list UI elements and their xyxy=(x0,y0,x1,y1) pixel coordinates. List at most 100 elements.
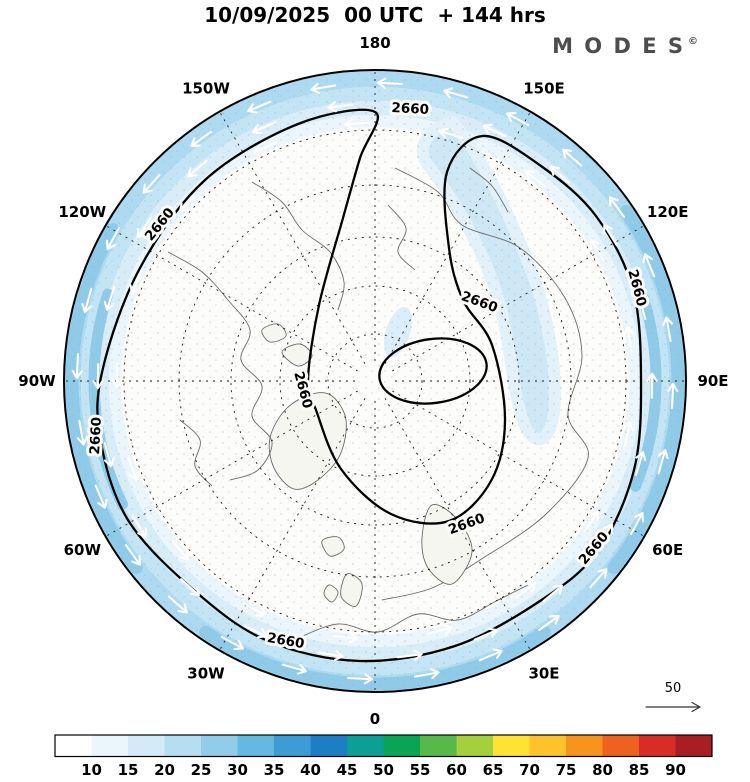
contour-value-label: 2660 xyxy=(87,417,105,455)
wind-arrow-icon xyxy=(635,294,647,321)
wind-arrow-icon xyxy=(344,118,371,130)
wind-arrow-icon xyxy=(376,77,403,89)
coastline xyxy=(323,584,339,603)
wind-arrow-icon xyxy=(327,101,354,113)
wind-arrows xyxy=(71,77,679,685)
colorbar: 10 15 20 25 30 35 40 45 50 55 60 65 70 75 80 85 90 xyxy=(54,734,713,779)
wind-arrow-icon xyxy=(538,614,560,632)
wind-arrow-icon xyxy=(247,100,272,114)
coastline xyxy=(297,584,529,639)
scale-value: 50 xyxy=(665,681,682,696)
wind-arrow-icon xyxy=(443,87,469,99)
colorbar-cells xyxy=(55,735,712,757)
wind-arrow-icon xyxy=(103,441,115,468)
colorbar-cell xyxy=(310,735,347,757)
wind-arrow-icon xyxy=(105,226,121,250)
wind-arrow-texture xyxy=(64,70,686,692)
colorbar-tick-label: 40 xyxy=(300,761,321,779)
wind-arrow-icon xyxy=(92,363,104,390)
wind-arrow-icon xyxy=(597,523,614,546)
wind-arrow-icon xyxy=(562,148,583,167)
colorbar-cell xyxy=(274,735,311,757)
colorbar-tick-label: 35 xyxy=(264,761,285,779)
wind-arrow-icon xyxy=(310,82,337,94)
colorbar-cell xyxy=(55,735,92,757)
modes-logo-text: M O D E S xyxy=(552,34,685,58)
colorbar-tick-label: 70 xyxy=(519,761,540,779)
wind-arrow-icon xyxy=(482,123,507,138)
vector-scale: 50 xyxy=(645,681,701,713)
wind-arrow-icon xyxy=(413,668,440,680)
colorbar-cell xyxy=(237,735,274,757)
modes-logo: M O D E S © xyxy=(552,34,700,58)
wind-arrow-icon xyxy=(542,584,564,603)
wind-arrow-icon xyxy=(167,595,188,614)
graticule xyxy=(64,70,686,692)
wind-arrow-icon xyxy=(132,515,147,538)
colorbar-cell xyxy=(675,735,712,757)
wind-arrow-icon xyxy=(111,362,123,389)
wind-arrow-icon xyxy=(583,510,599,533)
colorbar-border xyxy=(54,734,713,758)
colorbar-tick-label: 65 xyxy=(483,761,504,779)
colorbar-tick-label: 75 xyxy=(556,761,577,779)
coastline xyxy=(268,392,347,490)
latitude-circle xyxy=(230,236,520,526)
colorbar-tick-label: 50 xyxy=(373,761,394,779)
wind-arrow-icon xyxy=(180,578,200,597)
colorbar-tick-labels: 10 15 20 25 30 35 40 45 50 55 60 65 70 75 80 85 90 xyxy=(81,761,686,779)
colorbar-tick-label: 15 xyxy=(118,761,139,779)
wind-arrow-icon xyxy=(662,316,674,343)
longitude-label-150E: 150E xyxy=(523,79,565,97)
colorbar-cell xyxy=(201,735,238,757)
coastline xyxy=(167,251,273,481)
page-title: 10/09/2025 00 UTC + 144 hrs xyxy=(204,3,546,27)
wind-arrow-icon xyxy=(589,568,608,589)
coastline xyxy=(179,419,213,487)
coastline xyxy=(469,167,509,213)
wind-arrow-icon xyxy=(186,159,208,178)
colorbar-cell xyxy=(456,735,493,757)
colorbar-cell xyxy=(639,735,676,757)
polar-map: 180 150E 120E 90E 60E 30E 0 30W 60W 90W 120W 150W 2… xyxy=(18,34,728,728)
colorbar-tick-label: 45 xyxy=(337,761,358,779)
wind-arrow-icon xyxy=(506,111,530,127)
colorbar-tick-label: 30 xyxy=(227,761,248,779)
wind-arrow-icon xyxy=(76,419,88,446)
coastline xyxy=(381,167,589,601)
latitude-circle xyxy=(279,285,471,477)
contour-2660 xyxy=(96,108,643,663)
wind-arrow-icon xyxy=(514,582,537,599)
wind-arrow-icon xyxy=(252,121,277,135)
wind-arrow-icon xyxy=(634,451,647,477)
coastlines xyxy=(167,167,589,639)
colorbar-tick-label: 20 xyxy=(154,761,175,779)
wind-arrow-icon xyxy=(396,649,423,661)
longitude-label-30W: 30W xyxy=(187,665,225,683)
contour-line-closed-cell xyxy=(378,337,488,405)
longitude-label-150W: 150W xyxy=(182,79,230,97)
wind-arrow-icon xyxy=(71,353,83,380)
colorbar-cell xyxy=(128,735,165,757)
contour-value-label: 2660 xyxy=(391,100,429,118)
coastline xyxy=(321,536,345,557)
longitude-label-30E: 30E xyxy=(528,665,559,683)
colorbar-cell xyxy=(529,735,566,757)
wind-arrow-icon xyxy=(608,196,626,218)
wind-arrow-icon xyxy=(623,421,634,447)
colorbar-tick-label: 85 xyxy=(629,761,650,779)
coastline xyxy=(261,323,287,343)
colorbar-tick-label: 55 xyxy=(410,761,431,779)
colorbar-tick-label: 25 xyxy=(191,761,212,779)
coastline xyxy=(251,181,345,311)
map-boundary xyxy=(63,69,687,693)
colorbar-tick-label: 80 xyxy=(592,761,613,779)
wind-arrow-icon xyxy=(406,101,432,113)
coastline xyxy=(387,204,416,271)
wind-arrow-icon xyxy=(646,372,658,399)
wind-arrow-icon xyxy=(190,130,212,148)
scale-arrow-icon xyxy=(645,701,701,713)
longitude-label-90W: 90W xyxy=(18,372,56,390)
longitude-labels: 180 150E 120E 90E 60E 30E 0 30W 60W 90W 120W 150W xyxy=(18,34,728,728)
